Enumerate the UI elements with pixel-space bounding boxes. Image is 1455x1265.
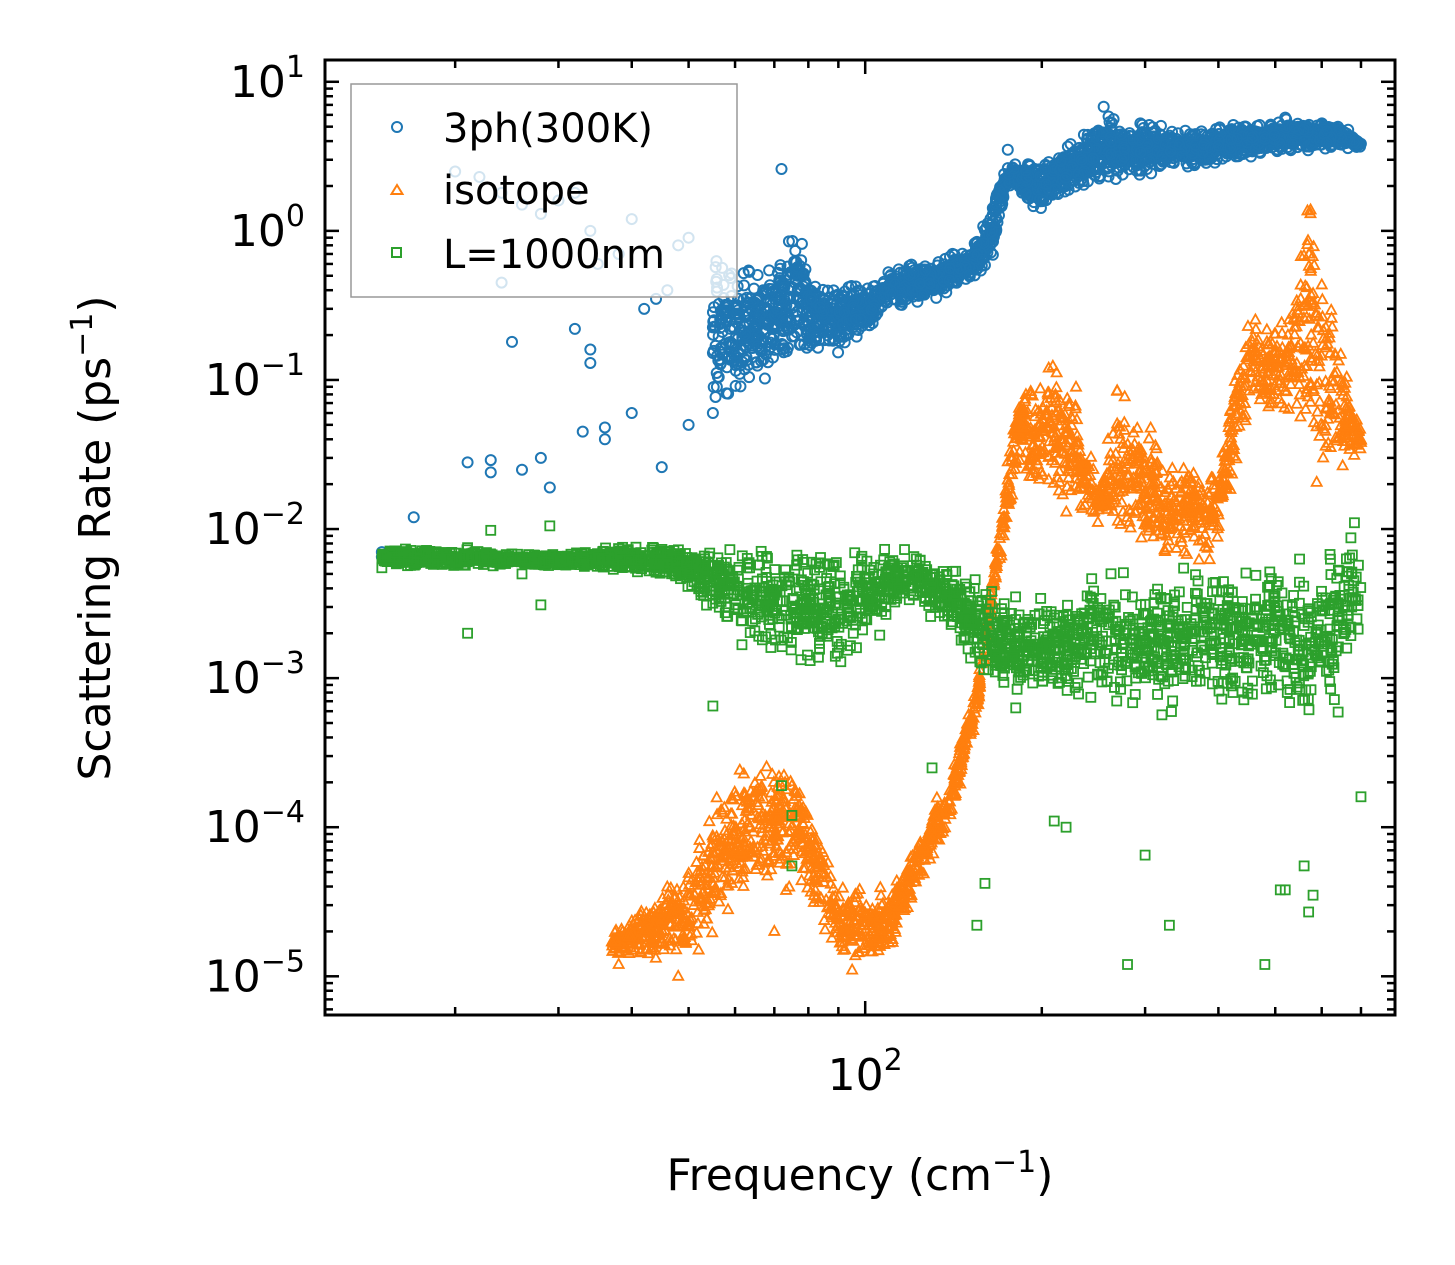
data-point-3ph-300k- (734, 380, 747, 393)
data-point-3ph-300k- (776, 343, 789, 356)
data-point-3ph-300k- (758, 372, 771, 385)
data-point-3ph-300k- (832, 346, 845, 359)
